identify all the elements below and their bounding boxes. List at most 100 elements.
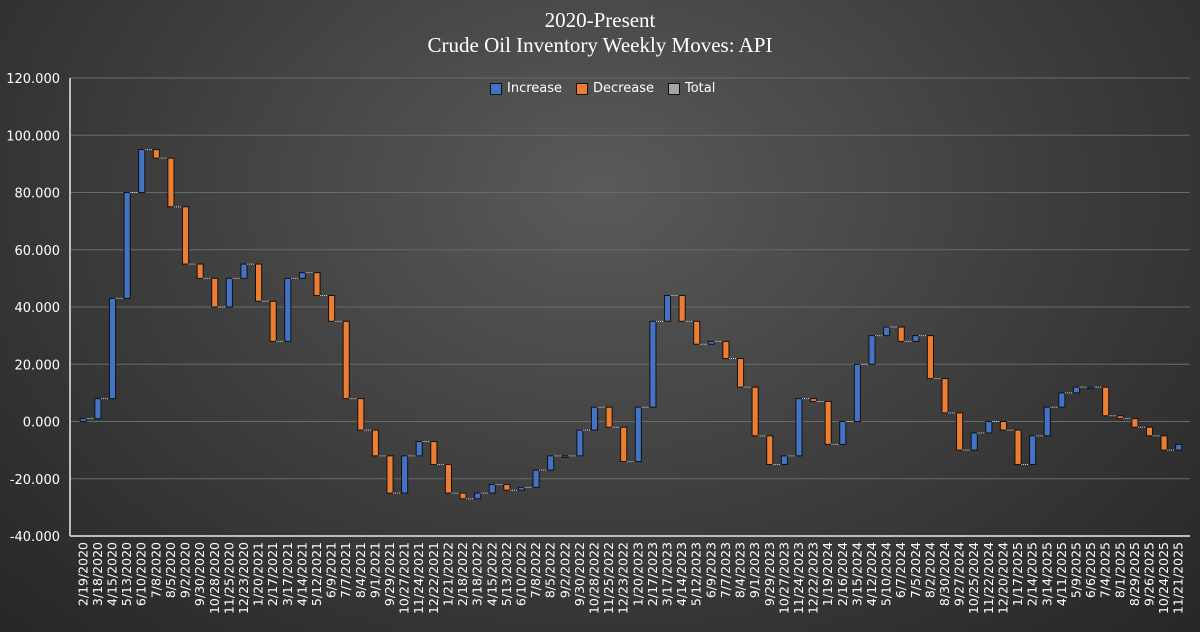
- decrease-bar: [313, 272, 321, 297]
- increase-bar: [590, 406, 599, 431]
- increase-bar: [79, 418, 87, 423]
- increase-bar: [532, 469, 540, 488]
- increase-bar: [240, 263, 248, 279]
- x-tick-label: 12/23/2020: [236, 542, 251, 614]
- x-tick-label: 7/7/2021: [338, 542, 353, 598]
- x-tick-label: 11/25/2020: [221, 542, 236, 614]
- legend-swatch-total: [667, 82, 680, 95]
- legend-item-decrease: Decrease: [576, 81, 654, 96]
- increase-bar: [1058, 392, 1066, 408]
- x-tick-label: 8/5/2022: [543, 542, 558, 598]
- decrease-bar: [1102, 386, 1110, 417]
- y-tick-label: 20.000: [15, 358, 61, 373]
- legend-label-total: Total: [684, 81, 716, 96]
- decrease-bar: [386, 455, 394, 494]
- x-tick-label: 6/10/2020: [134, 542, 149, 606]
- decrease-bar: [371, 429, 379, 457]
- x-tick-label: 5/12/2023: [689, 542, 704, 606]
- decrease-bar: [620, 426, 628, 463]
- decrease-bar: [678, 295, 686, 322]
- x-tick-label: 11/24/2023: [791, 542, 806, 614]
- decrease-bar: [444, 463, 453, 494]
- increase-bar: [1043, 406, 1051, 437]
- x-tick-label: 12/20/2024: [995, 542, 1010, 614]
- decrease-bar: [736, 358, 745, 388]
- x-tick-label: 7/7/2023: [718, 542, 733, 598]
- y-tick-label: -40.000: [10, 530, 60, 545]
- x-tick-label: 2/17/2023: [645, 542, 660, 606]
- x-tick-label: 11/21/2025: [1171, 542, 1186, 614]
- increase-bar: [1029, 435, 1037, 465]
- x-tick-label: 8/30/2024: [937, 542, 952, 606]
- x-tick-label: 3/17/2023: [660, 542, 675, 606]
- x-tick-label: 4/15/2022: [484, 542, 499, 606]
- decrease-bar: [196, 263, 204, 279]
- increase-bar: [780, 455, 788, 465]
- increase-bar: [663, 295, 672, 322]
- decrease-bar: [328, 295, 336, 322]
- decrease-bar: [693, 320, 701, 345]
- x-tick-label: 2/17/2021: [265, 542, 280, 606]
- increase-bar: [415, 441, 423, 457]
- increase-bar: [912, 335, 920, 342]
- decrease-bar: [824, 400, 832, 445]
- decrease-bar: [722, 340, 730, 360]
- increase-bar: [707, 340, 715, 345]
- increase-bar: [517, 486, 526, 491]
- legend-swatch-decrease: [576, 82, 589, 95]
- legend-item-increase: Increase: [490, 81, 562, 96]
- decrease-bar: [751, 386, 759, 437]
- x-tick-label: 7/4/2025: [1098, 542, 1113, 598]
- y-tick-label: 0.000: [23, 416, 60, 431]
- increase-bar: [108, 297, 117, 400]
- decrease-bar: [897, 326, 905, 342]
- chart-title-line1: 2020-Present: [544, 8, 656, 32]
- x-tick-label: 9/29/2021: [382, 542, 397, 606]
- x-tick-label: 8/4/2021: [353, 542, 368, 598]
- decrease-bar: [503, 483, 511, 491]
- x-tick-label: 4/12/2024: [864, 542, 879, 606]
- increase-bar: [649, 320, 657, 408]
- decrease-bar: [999, 421, 1008, 431]
- x-tick-label: 6/6/2025: [1083, 542, 1098, 598]
- increase-bar: [985, 421, 993, 434]
- x-tick-label: 9/30/2022: [572, 542, 587, 606]
- x-tick-label: 6/9/2021: [324, 542, 339, 598]
- x-tick-label: 8/2/2024: [922, 542, 937, 598]
- y-tick-label: 40.000: [15, 301, 61, 316]
- increase-bar: [839, 421, 847, 445]
- x-tick-label: 4/14/2021: [294, 542, 309, 606]
- x-tick-label: 6/9/2023: [703, 542, 718, 598]
- x-tick-label: 10/28/2020: [207, 542, 222, 614]
- increase-bar: [298, 272, 306, 279]
- x-tick-label: 4/11/2025: [1054, 542, 1069, 606]
- x-tick-label: 9/30/2020: [192, 542, 207, 606]
- increase-bar: [970, 432, 978, 451]
- increase-bar: [795, 398, 803, 457]
- decrease-bar: [1131, 418, 1139, 428]
- y-tick-label: 60.000: [15, 244, 61, 259]
- x-tick-label: 12/23/2022: [616, 542, 631, 614]
- x-tick-label: 10/24/2025: [1156, 542, 1171, 614]
- legend-label-decrease: Decrease: [593, 81, 654, 96]
- x-tick-label: 11/24/2021: [411, 542, 426, 614]
- decrease-bar: [211, 277, 219, 308]
- x-tick-label: 10/27/2023: [776, 542, 791, 614]
- x-tick-label: 7/8/2020: [148, 542, 163, 598]
- increase-bar: [1087, 386, 1095, 390]
- x-tick-label: 4/15/2020: [105, 542, 120, 606]
- increase-bar: [284, 277, 292, 342]
- x-tick-label: 2/16/2024: [835, 542, 850, 606]
- x-tick-label: 5/13/2020: [119, 542, 134, 606]
- decrease-bar: [430, 441, 438, 465]
- x-tick-label: 8/5/2020: [163, 542, 178, 598]
- decrease-bar: [181, 206, 190, 265]
- x-tick-label: 12/22/2023: [806, 542, 821, 614]
- decrease-bar: [1160, 435, 1168, 451]
- increase-bar: [138, 149, 146, 193]
- x-tick-label: 5/9/2025: [1068, 542, 1083, 598]
- decrease-bar: [152, 149, 160, 159]
- decrease-bar: [357, 398, 365, 431]
- decrease-bar: [605, 406, 613, 428]
